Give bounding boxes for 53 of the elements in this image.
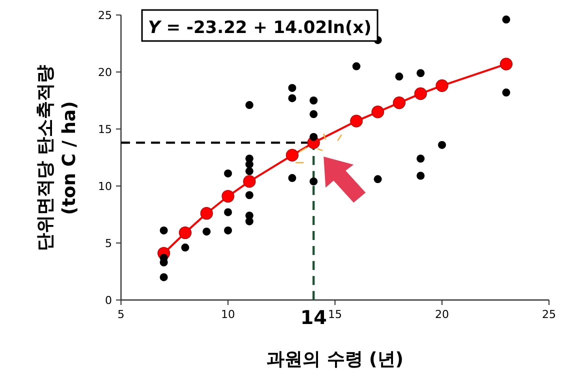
point [160,226,168,234]
point [200,207,213,220]
ref-line-label: 14 [300,307,327,329]
point [288,84,296,92]
point [500,58,512,70]
point [243,175,256,188]
y-tick-label: 5 [105,237,112,250]
point [288,94,296,102]
point [350,114,363,128]
point [245,101,254,110]
point [224,226,232,234]
x-tick-label: 25 [542,308,556,321]
point [286,148,298,162]
point [414,87,427,100]
y-tick-label: 15 [98,123,112,136]
point [352,62,360,70]
y-tick-label: 10 [98,180,112,193]
point [160,273,168,282]
point [288,174,296,182]
y-tick-label: 25 [98,9,112,22]
annotation: Y = -23.22 + 14.02ln(x) [148,18,372,38]
point [416,69,425,78]
point [310,96,318,104]
point [245,167,254,176]
x-tick-label: 15 [328,308,342,321]
point [310,177,318,186]
annotation: Y = -23.22 + 14.02ln(x) [141,9,378,42]
point [222,190,234,203]
point [416,172,425,180]
point [310,110,318,118]
point [416,154,425,163]
point [245,191,254,200]
point [178,226,192,240]
x-tick-label: 5 [118,308,124,321]
point [438,140,446,149]
point [502,88,510,97]
point [372,106,384,118]
x-tick-label: 10 [221,308,235,321]
x-axis-title: 과원의 수령 (년) [266,349,404,370]
point [224,169,232,178]
point [310,132,318,141]
point [392,96,406,110]
x-tick-label: 20 [435,308,449,321]
point [202,228,211,236]
point [436,79,448,92]
point [181,244,190,252]
point [224,208,232,216]
ylabel: 단위면적당 탄소축적량 (ton C / ha) [34,63,81,253]
y-tick-label: 0 [105,294,112,307]
y-tick-label: 20 [98,66,112,79]
point [395,72,404,81]
point [374,175,382,184]
point [502,16,510,24]
